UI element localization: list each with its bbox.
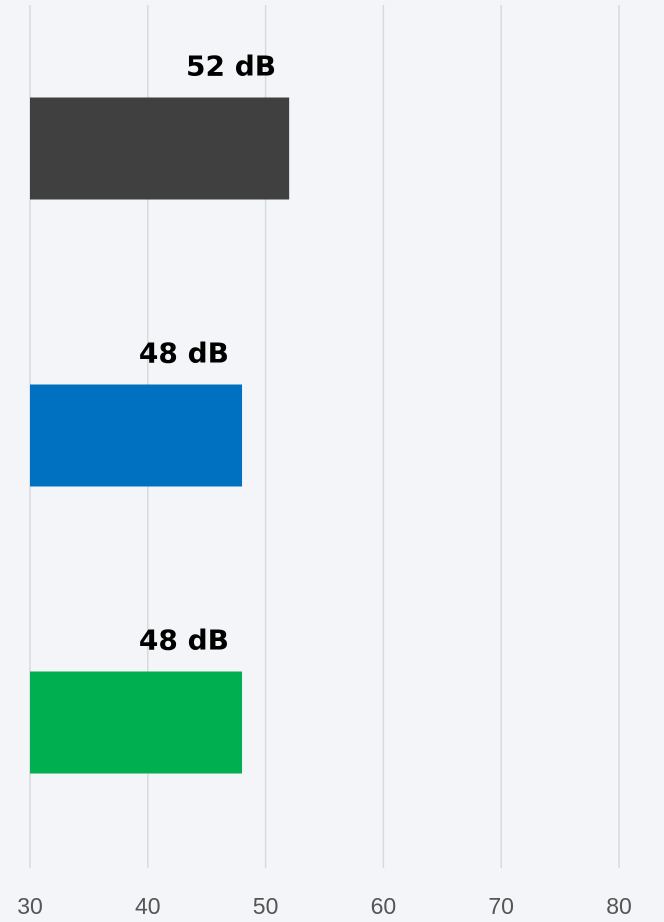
bar (30, 97, 290, 200)
x-tick-label: 40 (135, 893, 161, 919)
x-tick-label: 60 (371, 893, 397, 919)
value-label: 52 dB (186, 50, 276, 83)
x-tick-label: 80 (606, 893, 632, 919)
value-label: 48 dB (139, 624, 229, 657)
bar (30, 384, 243, 487)
x-tick-label: 70 (488, 893, 514, 919)
x-tick-label: 30 (17, 893, 43, 919)
x-tick-label: 50 (253, 893, 279, 919)
bar (30, 671, 243, 774)
value-label: 48 dB (139, 337, 229, 370)
